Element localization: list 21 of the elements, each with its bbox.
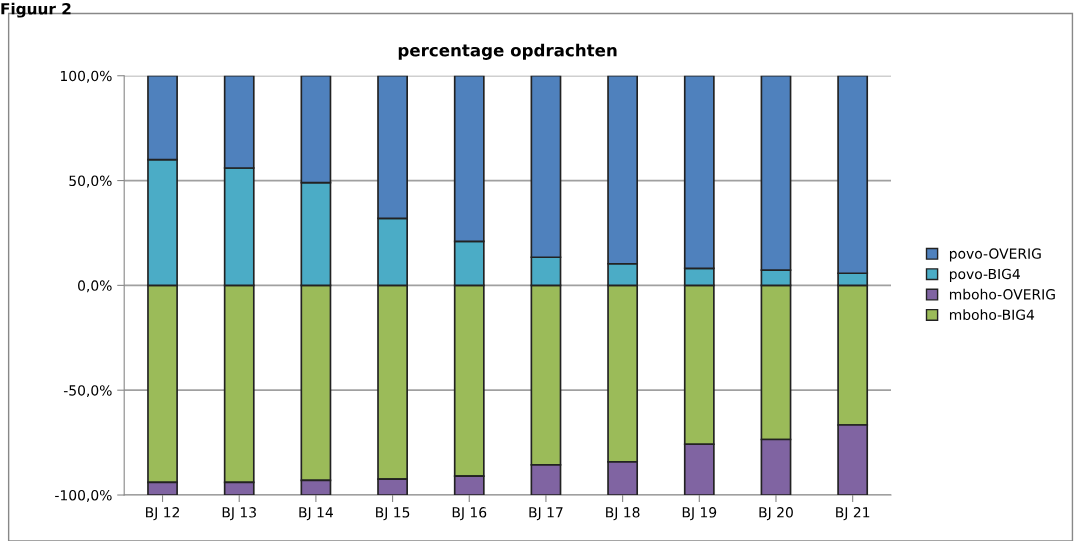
chart-title: percentage opdrachten [398, 43, 617, 60]
x-tick-label: BJ 20 [759, 507, 793, 521]
x-tick-label: BJ 15 [376, 507, 410, 521]
x-tick-label: BJ 17 [529, 507, 563, 521]
y-tick-label: 0,0% [78, 280, 112, 293]
x-tick-label: BJ 18 [606, 507, 640, 521]
x-tick-label: BJ 13 [222, 507, 256, 521]
legend-label: povo-BIG4 [949, 268, 1020, 282]
legend-label: povo-OVERIG [949, 248, 1041, 262]
y-tick-label: 50,0% [69, 175, 112, 188]
y-tick-label: -50,0% [63, 385, 112, 398]
legend-label: mboho-BIG4 [949, 309, 1035, 320]
y-tick-label: 100,0% [60, 70, 112, 83]
text: Figuur 2 [1, 2, 71, 18]
x-tick-label: BJ 16 [452, 507, 487, 521]
legend-label: mboho-OVERIG [949, 288, 1055, 300]
x-tick-label: BJ 14 [299, 507, 333, 521]
x-tick-label: BJ 19 [682, 507, 717, 521]
y-tick-label: -100,0% [55, 489, 112, 502]
x-tick-label: BJ 21 [836, 507, 870, 521]
x-tick-label: BJ 12 [146, 507, 179, 521]
